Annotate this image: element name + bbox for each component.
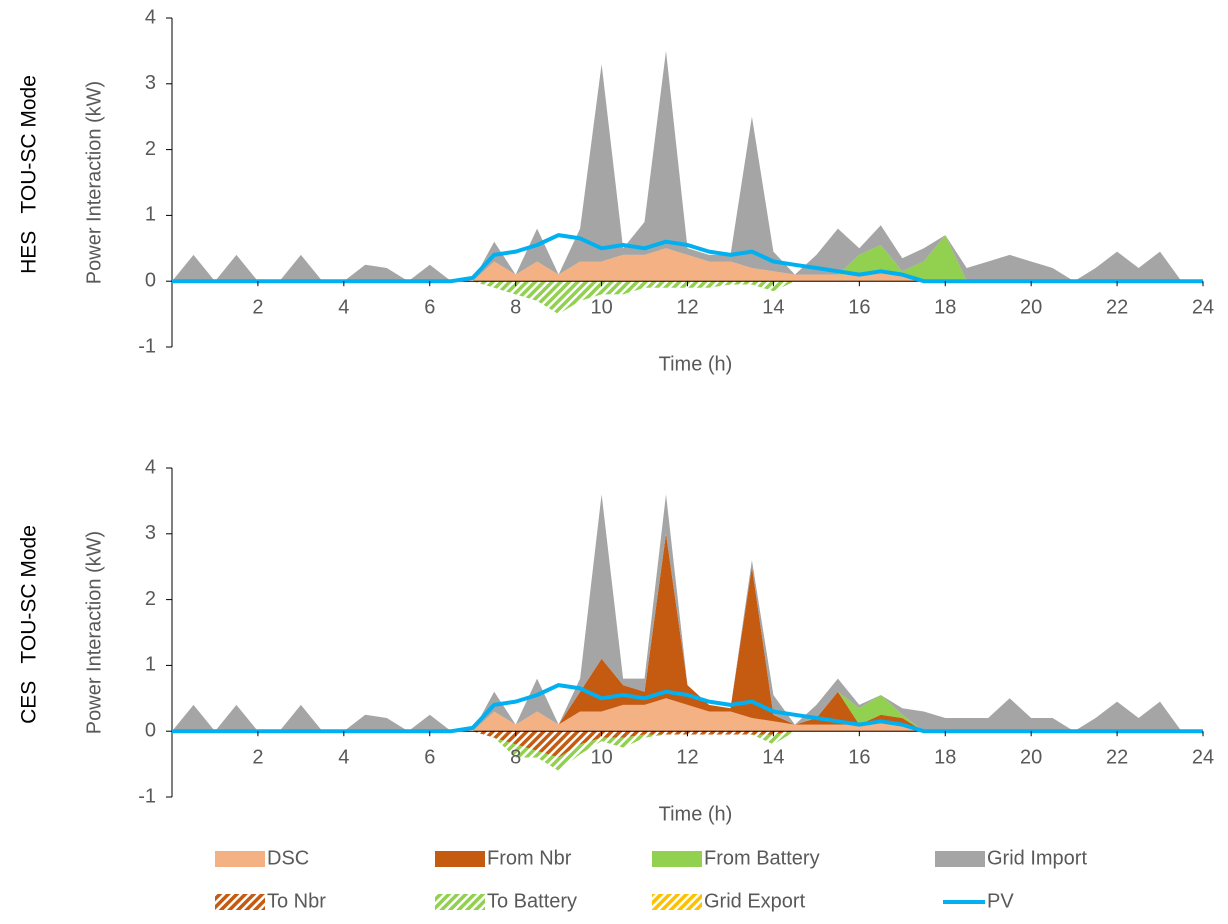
- x-tick-label: 12: [676, 296, 698, 318]
- legend-label: DSC: [267, 847, 309, 869]
- x-tick-label: 4: [338, 746, 349, 768]
- y-tick-label: 3: [145, 522, 156, 544]
- legend-label: Grid Import: [987, 847, 1087, 869]
- x-tick-label: 20: [1020, 296, 1042, 318]
- legend-label: PV: [987, 890, 1014, 912]
- area-to-battery: [172, 281, 1203, 315]
- y-axis-title: Power Interaction (kW): [83, 531, 105, 734]
- x-tick-label: 10: [590, 296, 612, 318]
- area-from-battery: [172, 235, 1203, 282]
- legend-swatch: [215, 851, 265, 867]
- y-axis-title: Power Interaction (kW): [83, 81, 105, 284]
- x-tick-label: 6: [424, 296, 435, 318]
- x-tick-label: 18: [934, 296, 956, 318]
- row-label: HES TOU-SC Mode: [18, 75, 41, 274]
- x-tick-label: 20: [1020, 746, 1042, 768]
- x-tick-label: 14: [762, 296, 784, 318]
- y-tick-label: 0: [145, 269, 156, 291]
- x-tick-label: 8: [510, 296, 521, 318]
- x-tick-label: 2: [252, 746, 263, 768]
- legend-label: From Nbr: [487, 847, 572, 869]
- area-dsc: [172, 698, 1203, 732]
- legend-label: To Battery: [487, 890, 577, 912]
- x-tick-label: 24: [1192, 746, 1214, 768]
- x-tick-label: 24: [1192, 296, 1214, 318]
- legend-swatch: [652, 851, 702, 867]
- x-tick-label: 22: [1106, 296, 1128, 318]
- legend-label: Grid Export: [704, 890, 806, 912]
- legend-swatch: [435, 851, 485, 867]
- legend-label: To Nbr: [267, 890, 326, 912]
- legend-swatch: [935, 851, 985, 867]
- y-tick-label: 1: [145, 654, 156, 676]
- x-tick-label: 14: [762, 746, 784, 768]
- x-tick-label: 8: [510, 746, 521, 768]
- y-tick-label: 4: [145, 456, 156, 478]
- x-axis-title: Time (h): [659, 353, 733, 375]
- area-dsc: [172, 248, 1203, 282]
- x-tick-label: 16: [848, 746, 870, 768]
- y-tick-label: 2: [145, 588, 156, 610]
- y-tick-label: 4: [145, 6, 156, 28]
- legend-swatch: [435, 894, 485, 910]
- x-tick-label: 6: [424, 746, 435, 768]
- legend-label: From Battery: [704, 847, 820, 869]
- x-tick-label: 4: [338, 296, 349, 318]
- row-label: CES TOU-SC Mode: [18, 525, 41, 724]
- y-tick-label: -1: [138, 335, 156, 357]
- y-tick-label: 3: [145, 72, 156, 94]
- x-tick-label: 2: [252, 296, 263, 318]
- y-tick-label: 0: [145, 719, 156, 741]
- x-tick-label: 22: [1106, 746, 1128, 768]
- x-tick-label: 12: [676, 746, 698, 768]
- x-tick-label: 18: [934, 746, 956, 768]
- y-tick-label: -1: [138, 785, 156, 807]
- x-tick-label: 10: [590, 746, 612, 768]
- y-tick-label: 1: [145, 204, 156, 226]
- legend-swatch: [652, 894, 702, 910]
- legend-swatch: [215, 894, 265, 910]
- x-tick-label: 16: [848, 296, 870, 318]
- y-tick-label: 2: [145, 138, 156, 160]
- x-axis-title: Time (h): [659, 803, 733, 825]
- area-from-nbr: [172, 533, 1203, 732]
